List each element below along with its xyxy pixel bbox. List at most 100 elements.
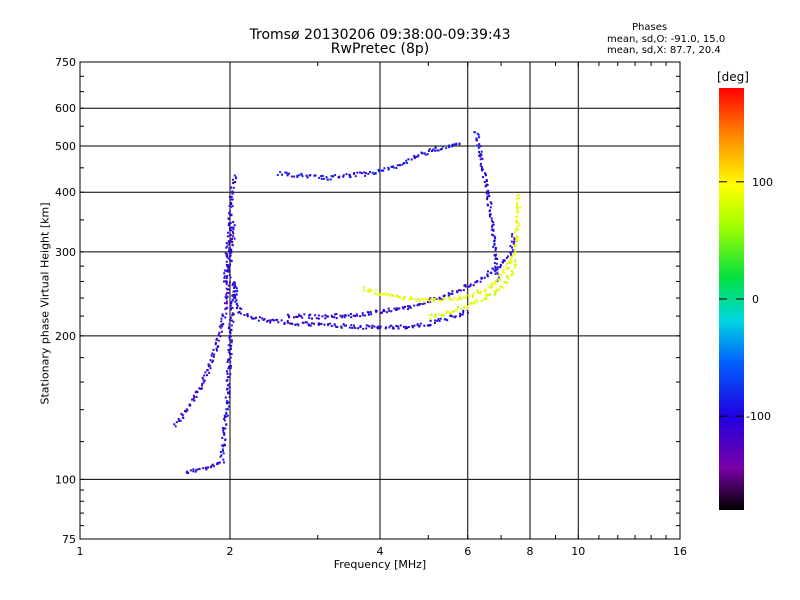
data-point [505,267,508,270]
data-point [377,325,380,328]
data-point [226,379,229,382]
data-point [454,315,457,318]
data-point [518,197,520,200]
data-point [457,298,460,300]
data-point [453,143,456,146]
data-point [387,166,390,169]
data-point [193,399,196,402]
data-point [367,172,370,175]
data-point [240,307,243,310]
data-point [226,288,229,291]
data-point [309,174,312,177]
data-point [508,267,510,270]
data-point [489,293,492,296]
data-point [217,462,220,465]
data-point [511,249,514,252]
data-point [239,312,242,315]
data-point [317,317,320,320]
data-point [178,420,181,422]
data-point [258,316,261,319]
data-point [383,167,386,170]
data-point [493,254,496,257]
data-point [236,304,239,307]
data-point [229,304,232,307]
data-point [343,316,346,319]
data-point [499,266,502,269]
data-point [251,317,254,320]
data-point [230,213,233,216]
phases-o-mode: mean, sd,O: -91.0, 15.0 [607,34,726,45]
data-point [233,281,236,284]
data-point [229,356,232,359]
data-point [325,315,328,318]
data-point [229,239,232,242]
data-point [283,323,286,325]
data-point [477,133,480,136]
data-point [330,325,333,328]
data-point [295,315,298,318]
data-point [448,293,451,296]
data-point [511,271,514,274]
data-points [173,131,522,475]
data-point [296,316,299,318]
data-point [186,470,189,473]
data-point [416,323,419,326]
data-point [343,324,346,327]
data-point [229,373,232,376]
data-point [462,296,465,299]
data-point [195,469,198,472]
data-point [515,219,518,222]
data-point [483,290,486,293]
data-point [456,290,459,293]
data-point [263,318,266,321]
data-point [339,314,342,317]
data-point [481,157,484,160]
data-point [234,300,237,303]
colorbar-tick-label: 100 [752,176,773,189]
data-point [498,279,501,282]
data-point [236,307,238,309]
data-point [228,338,231,341]
data-point [492,229,495,232]
data-point [483,276,486,279]
data-point [331,315,334,318]
data-point [505,276,508,279]
data-point [230,328,233,331]
data-point [181,414,184,416]
data-point [505,262,508,265]
data-point [226,372,229,375]
data-point [513,253,516,256]
data-point [502,259,505,262]
data-point [370,313,373,316]
data-point [340,325,343,328]
data-point [448,146,450,149]
data-point [232,294,235,296]
data-point [469,283,472,286]
data-point [230,198,233,201]
data-point [309,324,312,327]
data-point [426,298,429,301]
data-point [283,321,286,324]
data-point [349,313,352,315]
data-point [230,250,233,253]
data-point [388,309,391,312]
data-point [479,162,482,165]
data-point [224,296,227,299]
data-point [232,290,235,293]
data-point [385,293,387,296]
data-point [474,281,477,284]
data-point [214,341,217,344]
data-point [232,228,235,231]
data-point [297,324,300,327]
data-point [514,236,517,239]
data-point [224,427,227,430]
data-point [287,314,290,317]
data-point [505,256,508,259]
data-point [382,308,385,311]
data-point [322,177,325,180]
data-point [479,164,482,167]
x-tick-label: 16 [673,545,687,558]
data-point [226,235,229,238]
data-point [223,276,226,279]
data-point [495,269,498,271]
